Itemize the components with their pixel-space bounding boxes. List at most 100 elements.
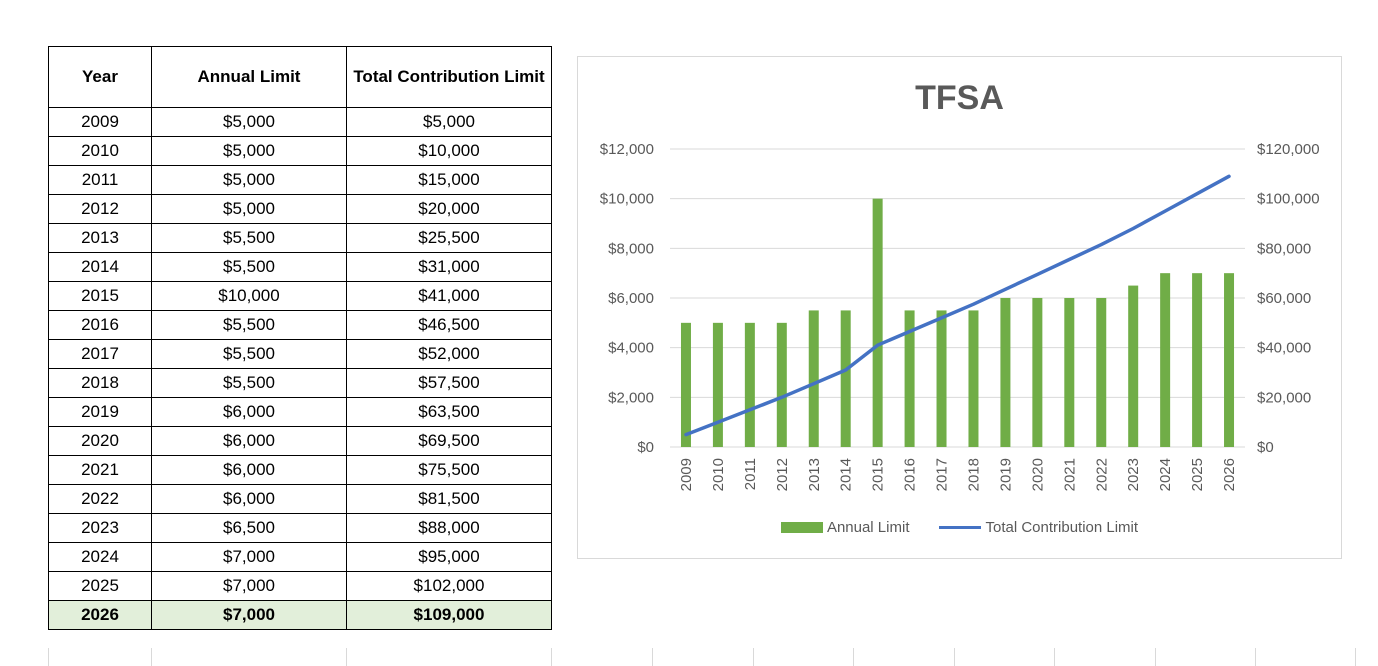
- bar: [1160, 273, 1171, 447]
- x-tick-label: 2014: [838, 458, 855, 491]
- chart-legend: Annual Limit Total Contribution Limit: [578, 519, 1341, 536]
- cell-total-contribution-limit: $25,500: [346, 223, 552, 253]
- legend-swatch-bar: [780, 522, 823, 533]
- bar: [1224, 273, 1235, 447]
- cell-annual-limit: $5,500: [151, 368, 347, 398]
- cell-year: 2015: [48, 281, 152, 311]
- y-right-tick-label: $40,000: [1257, 340, 1311, 357]
- x-tick-label: 2018: [966, 458, 983, 491]
- cell-year: 2013: [48, 223, 152, 253]
- cell-year: 2018: [48, 368, 152, 398]
- bar: [1064, 298, 1075, 447]
- cell-total-contribution-limit: $69,500: [346, 426, 552, 456]
- cell-year: 2009: [48, 107, 152, 137]
- y-left-tick-label: $0: [637, 439, 654, 456]
- cell-total-contribution-limit: $46,500: [346, 310, 552, 340]
- cell-year: 2019: [48, 397, 152, 427]
- cell-total-contribution-limit: $5,000: [346, 107, 552, 137]
- cell-total-contribution-limit: $41,000: [346, 281, 552, 311]
- x-tick-label: 2023: [1125, 458, 1142, 491]
- series-line: [684, 174, 1231, 437]
- cell-total-contribution-limit: $102,000: [346, 571, 552, 601]
- x-tick-label: 2020: [1029, 458, 1046, 491]
- x-tick-label: 2013: [806, 458, 823, 491]
- x-tick-label: 2026: [1221, 458, 1238, 491]
- table-row: 2024 $7,000 $95,000: [48, 542, 552, 572]
- bar: [936, 310, 947, 447]
- bar: [712, 322, 723, 447]
- bar: [872, 198, 883, 447]
- cell-total-contribution-limit: $57,500: [346, 368, 552, 398]
- cell-total-contribution-limit: $15,000: [346, 165, 552, 195]
- cell-total-contribution-limit: $52,000: [346, 339, 552, 369]
- y-left-tick-label: $6,000: [608, 290, 654, 307]
- cell-total-contribution-limit: $88,000: [346, 513, 552, 543]
- cell-annual-limit: $10,000: [151, 281, 347, 311]
- y-right-tick-label: $60,000: [1257, 290, 1311, 307]
- y-left-tick-label: $2,000: [608, 389, 654, 406]
- cell-annual-limit: $7,000: [151, 542, 347, 572]
- legend-item-annual-limit: Annual Limit: [780, 519, 910, 536]
- table-row: 2025 $7,000 $102,000: [48, 571, 552, 601]
- cell-annual-limit: $7,000: [151, 571, 347, 601]
- cell-total-contribution-limit: $63,500: [346, 397, 552, 427]
- x-tick-label: 2024: [1157, 458, 1174, 491]
- legend-label-annual-limit: Annual Limit: [826, 519, 910, 536]
- table-row: 2012 $5,000 $20,000: [48, 194, 552, 224]
- header-total-contribution-limit: Total Contribution Limit: [346, 46, 552, 108]
- cell-year: 2012: [48, 194, 152, 224]
- bar: [904, 310, 915, 447]
- sheet-gridline: [652, 648, 653, 666]
- legend-label-total-contribution-limit: Total Contribution Limit: [985, 519, 1139, 536]
- y-right-tick-label: $100,000: [1257, 191, 1320, 208]
- bar: [1192, 273, 1203, 447]
- sheet-gridline: [954, 648, 955, 666]
- bar: [840, 310, 851, 447]
- y-right-tick-label: $120,000: [1257, 141, 1320, 158]
- x-tick-label: 2025: [1189, 458, 1206, 491]
- cell-annual-limit: $7,000: [151, 600, 347, 630]
- sheet-gridline: [1054, 648, 1055, 666]
- table-row: 2015 $10,000 $41,000: [48, 281, 552, 311]
- x-tick-label: 2011: [742, 458, 759, 490]
- cell-annual-limit: $5,000: [151, 136, 347, 166]
- cell-year: 2026: [48, 600, 152, 630]
- table-row: 2017 $5,500 $52,000: [48, 339, 552, 369]
- sheet-gridline: [753, 648, 754, 666]
- cell-year: 2024: [48, 542, 152, 572]
- table-row: 2020 $6,000 $69,500: [48, 426, 552, 456]
- y-left-tick-label: $8,000: [608, 240, 654, 257]
- table-row: 2018 $5,500 $57,500: [48, 368, 552, 398]
- cell-year: 2010: [48, 136, 152, 166]
- cell-year: 2017: [48, 339, 152, 369]
- header-annual-limit: Annual Limit: [151, 46, 347, 108]
- table-row: 2021 $6,000 $75,500: [48, 455, 552, 485]
- bar: [968, 310, 979, 447]
- sheet-gridline: [48, 648, 49, 666]
- table-row: 2014 $5,500 $31,000: [48, 252, 552, 282]
- x-tick-label: 2017: [934, 458, 951, 491]
- table-row: 2010 $5,000 $10,000: [48, 136, 552, 166]
- x-tick-label: 2021: [1061, 458, 1078, 491]
- cell-year: 2020: [48, 426, 152, 456]
- cell-total-contribution-limit: $31,000: [346, 252, 552, 282]
- bar: [1000, 298, 1011, 447]
- y-left-tick-label: $10,000: [600, 191, 654, 208]
- x-tick-label: 2016: [902, 458, 919, 491]
- tfsa-chart: TFSA $0 $0 $2,000 $20,000 $4,000 $40,000 $6,00…: [577, 56, 1342, 559]
- table-row: 2026 $7,000 $109,000: [48, 600, 552, 630]
- table-row: 2019 $6,000 $63,500: [48, 397, 552, 427]
- cell-year: 2023: [48, 513, 152, 543]
- table-row: 2016 $5,500 $46,500: [48, 310, 552, 340]
- sheet-gridline: [551, 648, 552, 666]
- bar: [808, 310, 819, 447]
- cell-annual-limit: $6,000: [151, 426, 347, 456]
- cell-annual-limit: $6,000: [151, 484, 347, 514]
- bar: [776, 322, 787, 447]
- y-right-tick-label: $80,000: [1257, 240, 1311, 257]
- cell-year: 2022: [48, 484, 152, 514]
- sheet-gridline: [1255, 648, 1256, 666]
- bar: [744, 322, 755, 447]
- table-row: 2009 $5,000 $5,000: [48, 107, 552, 137]
- cell-total-contribution-limit: $95,000: [346, 542, 552, 572]
